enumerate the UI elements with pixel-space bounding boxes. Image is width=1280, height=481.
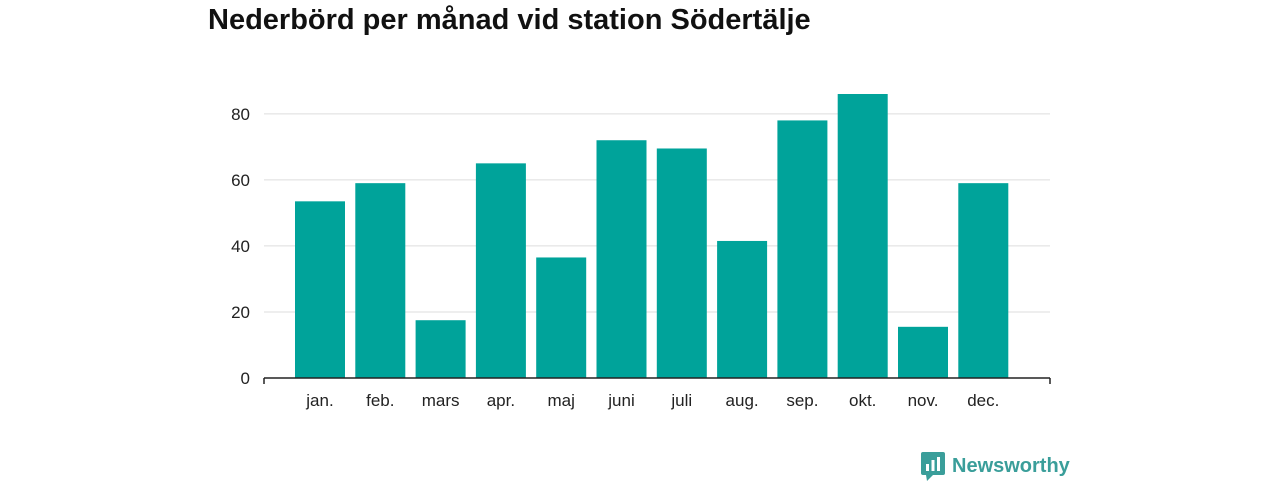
bar (415, 320, 466, 378)
chart-title: Nederbörd per månad vid station Södertäl… (208, 4, 811, 36)
bar (958, 183, 1009, 378)
bar (295, 201, 345, 378)
bar (656, 148, 707, 378)
x-tick-label: jan. (305, 391, 333, 410)
bar (837, 94, 888, 378)
x-tick-label: mars (422, 391, 460, 410)
bar (717, 240, 768, 378)
y-tick-label: 0 (241, 369, 250, 388)
bar-chart-icon (921, 451, 945, 481)
x-tick-label: dec. (967, 391, 999, 410)
axes (263, 377, 1051, 384)
bar (898, 326, 948, 378)
x-tick-label: maj (547, 391, 574, 410)
bar (536, 257, 587, 378)
y-tick-label: 40 (231, 237, 250, 256)
y-tick-label: 20 (231, 303, 250, 322)
x-tick-label: aug. (726, 391, 759, 410)
x-tick-label: juni (607, 391, 634, 410)
bars (295, 94, 1009, 378)
newsworthy-logo: Newsworthy (921, 451, 1070, 481)
x-tick-label: okt. (849, 391, 876, 410)
bar (475, 163, 526, 378)
x-tick-label: sep. (786, 391, 818, 410)
bar (355, 183, 406, 378)
x-tick-label: juli (670, 391, 692, 410)
bar (596, 140, 647, 378)
y-tick-label: 80 (231, 105, 250, 124)
brand-name: Newsworthy (952, 454, 1070, 477)
bar (777, 120, 828, 378)
x-tick-label: apr. (487, 391, 515, 410)
x-tick-label: feb. (366, 391, 394, 410)
x-tick-label: nov. (908, 391, 939, 410)
y-tick-label: 60 (231, 171, 250, 190)
y-tick-labels: 0 20 40 60 80 (231, 105, 250, 388)
x-tick-labels: jan. feb. mars apr. maj juni juli aug. sep. okt. n… (305, 391, 999, 410)
